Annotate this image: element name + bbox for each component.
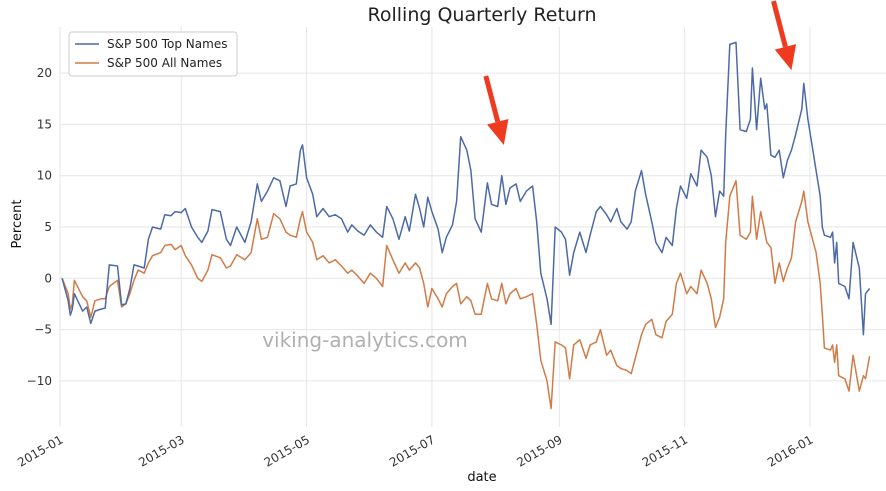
y-tick-label: 20 — [37, 66, 52, 80]
series-layer — [61, 41, 871, 410]
chart-title: Rolling Quarterly Return — [368, 4, 597, 26]
red-arrow-shaft — [771, 0, 788, 48]
legend-label-all-names: S&P 500 All Names — [107, 56, 222, 70]
y-tick-label: −5 — [34, 323, 52, 337]
red-arrow-head — [774, 44, 797, 71]
y-tick-label: 15 — [37, 117, 52, 131]
grid-lines — [59, 27, 886, 427]
red-arrow-head — [487, 118, 509, 145]
series-line-all-names — [61, 180, 871, 410]
x-axis-label: date — [467, 470, 496, 485]
y-tick-label: −10 — [27, 374, 52, 388]
legend: S&P 500 Top Names S&P 500 All Names — [68, 31, 238, 77]
series-line-top-names — [61, 41, 871, 336]
watermark: viking-analytics.com — [262, 328, 468, 352]
legend-label-top-names: S&P 500 Top Names — [107, 37, 227, 51]
red-arrow-shaft — [483, 75, 501, 123]
y-tick-label: 0 — [44, 271, 52, 285]
y-axis: −10 −5 0 5 10 15 20 — [27, 66, 52, 388]
y-tick-label: 10 — [37, 169, 52, 183]
y-tick-label: 5 — [44, 220, 52, 234]
annotation-layer — [483, 0, 797, 145]
y-axis-label: Percent — [10, 200, 25, 249]
legend-box — [68, 31, 238, 77]
